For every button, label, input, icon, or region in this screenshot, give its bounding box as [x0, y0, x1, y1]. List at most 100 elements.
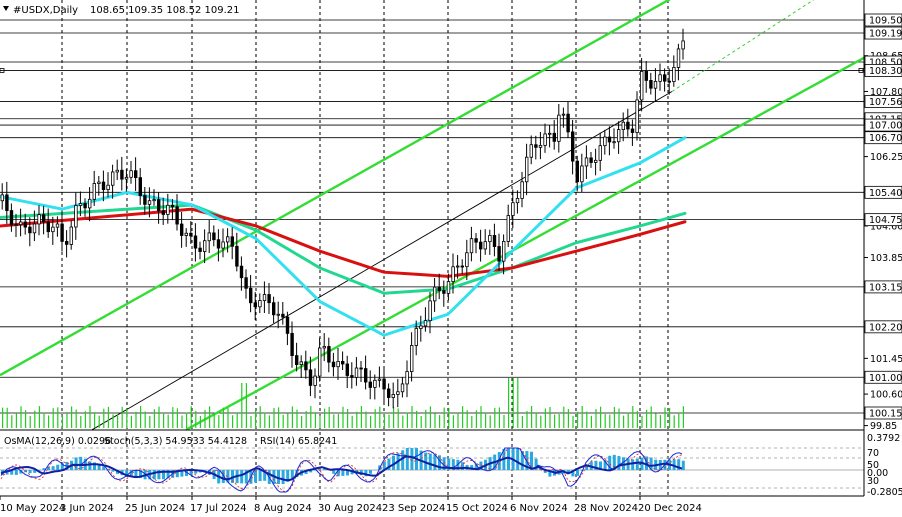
- osma-bar: [129, 470, 133, 477]
- volume-bar: [498, 407, 500, 428]
- candle-body: [258, 300, 262, 308]
- osma-bar: [152, 470, 156, 480]
- osma-bar: [608, 455, 612, 470]
- osma-bar: [281, 470, 285, 484]
- osma-bar: [571, 470, 575, 477]
- osma-bar: [392, 455, 395, 470]
- candle-body: [170, 204, 175, 208]
- price-tick-label: 101.45: [870, 354, 902, 365]
- candle-body: [143, 195, 147, 205]
- osma-bar: [428, 453, 432, 470]
- indicator-scale-label: 30: [867, 476, 879, 487]
- date-label: 3 Jun 2024: [60, 503, 114, 514]
- osma-bar: [387, 458, 391, 470]
- osma-bar: [254, 470, 257, 483]
- candle-body: [400, 383, 405, 393]
- osma-bar: [479, 461, 483, 470]
- volume-bar: [29, 415, 31, 428]
- candle-body: [267, 294, 271, 304]
- candle-body: [46, 221, 50, 233]
- osma-bar: [507, 448, 510, 470]
- volume-bar: [406, 412, 408, 428]
- candle-body: [603, 136, 607, 147]
- osma-bar: [474, 463, 478, 470]
- price-level-box: [864, 64, 902, 77]
- osma-bar: [645, 456, 648, 470]
- candle-body: [198, 247, 202, 252]
- volume-bar: [489, 415, 491, 428]
- candle-body: [281, 313, 285, 318]
- volume-bar: [462, 406, 464, 428]
- price-level-label: 108.30: [869, 66, 902, 77]
- volume-bar: [673, 415, 675, 428]
- volume-bar: [425, 409, 427, 428]
- volume-bar: [379, 406, 381, 428]
- chevron-down-icon[interactable]: [3, 6, 9, 11]
- osma-label: OsMA(12,26,9) 0.0296: [4, 436, 111, 447]
- candle-body: [520, 181, 524, 199]
- volume-bar: [98, 415, 100, 428]
- candle-body: [497, 246, 501, 262]
- candle-body: [345, 363, 349, 376]
- indicator-scale-label: 0.3792: [867, 433, 900, 444]
- candle-body: [193, 235, 198, 249]
- osma-bar: [74, 457, 78, 470]
- candle-body: [566, 113, 570, 133]
- osma-bar: [612, 454, 616, 470]
- candle-body: [244, 277, 248, 289]
- candle-body: [474, 238, 478, 243]
- osma-bar: [37, 470, 41, 471]
- volume-bar: [466, 410, 468, 428]
- candle-body: [451, 266, 455, 282]
- osma-bar: [60, 463, 64, 470]
- volume-bar: [540, 415, 542, 428]
- price-level-box: [864, 131, 902, 145]
- volume-bar: [535, 412, 537, 428]
- osma-bar: [139, 470, 142, 479]
- volume-bar: [397, 408, 399, 428]
- moving-averages: [0, 136, 687, 337]
- osma-bar: [56, 464, 60, 470]
- volume-bar: [627, 412, 629, 428]
- volume-bar: [503, 414, 505, 428]
- candle-body: [189, 232, 193, 237]
- price-level-box: [864, 185, 902, 199]
- price-tick-label: 103.85: [870, 253, 902, 264]
- volume-bar: [457, 412, 459, 428]
- price-level-box: [864, 320, 902, 334]
- volume-bar: [429, 406, 431, 428]
- candle-body: [207, 232, 211, 242]
- channel-lower: [185, 56, 865, 431]
- candle-body: [225, 236, 230, 243]
- price-tick-label: 104.60: [870, 221, 902, 232]
- candle-body: [584, 157, 589, 167]
- candle-body: [336, 360, 340, 368]
- volume-bar: [434, 413, 436, 428]
- candle-body: [460, 265, 464, 268]
- volume-bar: [121, 406, 123, 428]
- osma-bar: [410, 448, 414, 470]
- date-label: 10 May 2024: [0, 503, 65, 514]
- candle-body: [350, 375, 354, 378]
- candle-body: [322, 346, 326, 349]
- indicator-scale-label: 0.00: [867, 468, 888, 479]
- candle-body: [594, 159, 598, 163]
- osma-bar: [318, 469, 322, 471]
- candle-body: [626, 121, 630, 130]
- volume-bar: [646, 409, 648, 428]
- osma-bar: [134, 470, 138, 478]
- volume-bar: [632, 406, 634, 428]
- horizontal-level-lines: [0, 19, 864, 414]
- volume-bar: [186, 412, 188, 428]
- volume-bar: [250, 415, 252, 428]
- osma-bar: [189, 470, 193, 475]
- candle-body: [271, 302, 276, 316]
- volume-bar: [439, 415, 441, 428]
- volume-bar: [117, 414, 119, 428]
- chart-header: #USDX,Daily 108.65 109.35 108.52 109.21: [3, 5, 240, 16]
- rsi-line: [0, 455, 683, 482]
- osma-bar: [313, 470, 317, 471]
- candle-body: [414, 328, 418, 346]
- candle-body: [32, 223, 37, 234]
